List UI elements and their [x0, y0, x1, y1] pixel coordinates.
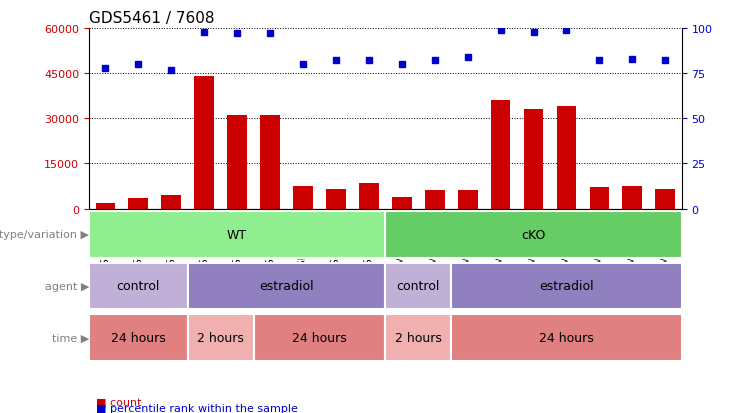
FancyBboxPatch shape	[451, 315, 682, 361]
FancyBboxPatch shape	[187, 315, 253, 361]
Text: cKO: cKO	[522, 228, 545, 241]
Text: GDS5461 / 7608: GDS5461 / 7608	[89, 12, 214, 26]
Bar	[622, 187, 642, 209]
Bar	[162, 195, 181, 209]
Text: 2 hours: 2 hours	[395, 331, 442, 344]
Text: WT: WT	[227, 228, 247, 241]
FancyBboxPatch shape	[385, 211, 682, 258]
Text: ■ count: ■ count	[96, 397, 142, 407]
Text: time ▶: time ▶	[52, 333, 89, 343]
Text: 24 hours: 24 hours	[292, 331, 347, 344]
FancyBboxPatch shape	[89, 263, 187, 309]
Bar	[260, 116, 280, 209]
FancyBboxPatch shape	[89, 315, 187, 361]
Bar	[392, 197, 412, 209]
FancyBboxPatch shape	[187, 263, 385, 309]
Bar	[89, 209, 682, 245]
Text: control: control	[116, 280, 160, 293]
Bar	[96, 203, 116, 209]
Text: ■ percentile rank within the sample: ■ percentile rank within the sample	[96, 403, 298, 413]
Bar	[359, 183, 379, 209]
FancyBboxPatch shape	[451, 263, 682, 309]
Text: estradiol: estradiol	[539, 280, 594, 293]
Text: 2 hours: 2 hours	[197, 331, 244, 344]
Bar	[590, 188, 609, 209]
FancyBboxPatch shape	[253, 315, 385, 361]
FancyBboxPatch shape	[385, 263, 451, 309]
Bar	[524, 110, 543, 209]
Bar	[326, 190, 346, 209]
Text: genotype/variation ▶: genotype/variation ▶	[0, 230, 89, 240]
Bar	[491, 101, 511, 209]
FancyBboxPatch shape	[89, 211, 385, 258]
Bar	[128, 199, 148, 209]
Bar	[194, 77, 214, 209]
Text: control: control	[396, 280, 440, 293]
FancyBboxPatch shape	[385, 315, 451, 361]
Bar	[293, 187, 313, 209]
Text: agent ▶: agent ▶	[44, 281, 89, 291]
Bar	[458, 191, 477, 209]
Text: 24 hours: 24 hours	[539, 331, 594, 344]
Text: estradiol: estradiol	[259, 280, 314, 293]
Bar	[425, 191, 445, 209]
Bar	[227, 116, 247, 209]
Text: 24 hours: 24 hours	[111, 331, 166, 344]
Bar	[556, 107, 576, 209]
Bar	[655, 190, 675, 209]
